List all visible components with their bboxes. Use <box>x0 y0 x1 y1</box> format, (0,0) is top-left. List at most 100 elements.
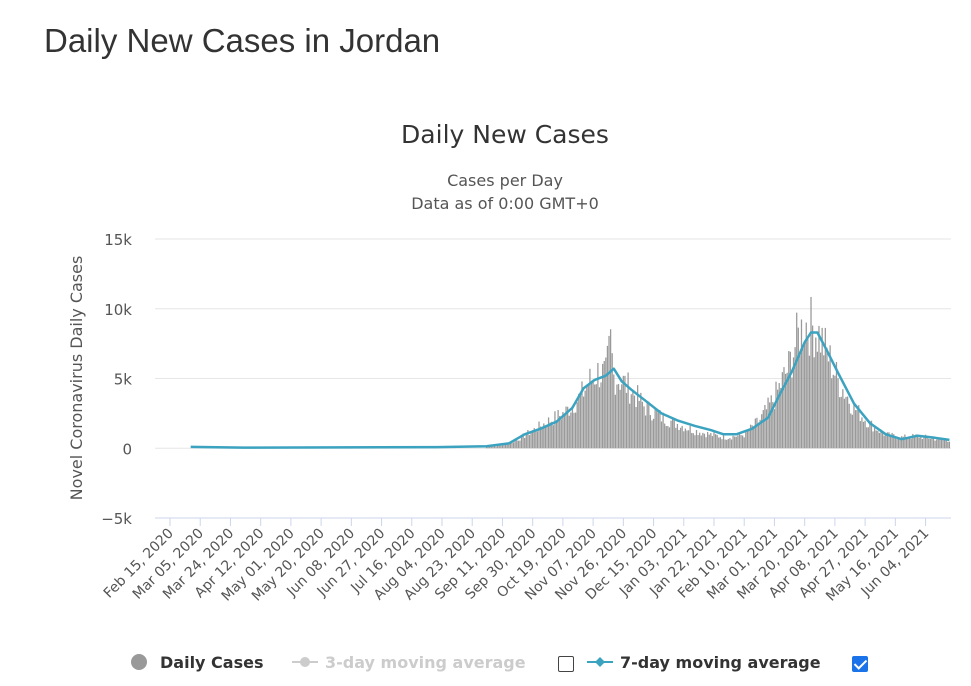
legend-7day-marker <box>587 657 613 667</box>
daily-case-bar <box>555 421 558 449</box>
daily-case-bar <box>613 374 615 449</box>
checkbox-3day[interactable] <box>558 656 574 672</box>
daily-case-bar <box>811 325 814 449</box>
daily-case-bar <box>757 422 760 449</box>
daily-case-bar <box>571 406 574 449</box>
daily-case-bar <box>497 445 499 449</box>
daily-case-bar <box>778 383 780 449</box>
daily-case-bar <box>649 415 652 449</box>
daily-case-bar <box>524 437 526 449</box>
daily-case-bar <box>948 441 951 449</box>
daily-case-bar <box>889 436 892 449</box>
daily-case-bar <box>689 425 691 449</box>
daily-case-bar <box>924 434 927 449</box>
daily-case-bar <box>520 434 523 449</box>
legend-3day[interactable]: 3-day moving average <box>292 648 526 676</box>
daily-case-bar <box>495 446 497 449</box>
daily-case-bar <box>904 434 906 449</box>
daily-case-bar <box>912 433 914 449</box>
daily-case-bar <box>823 355 825 449</box>
daily-case-bar <box>710 433 712 449</box>
daily-case-bar <box>799 353 801 449</box>
daily-case-bar <box>694 435 696 449</box>
daily-case-bar <box>832 374 834 449</box>
daily-case-bar <box>751 425 753 449</box>
daily-case-bar <box>840 396 842 449</box>
daily-case-bar <box>921 438 924 449</box>
daily-case-bar <box>673 417 675 449</box>
daily-case-bar <box>519 440 521 449</box>
legend-daily-cases[interactable]: Daily Cases <box>130 648 263 676</box>
daily-case-bar <box>552 425 554 449</box>
daily-case-bar <box>765 409 768 449</box>
daily-case-bar <box>934 440 936 449</box>
daily-case-bar <box>858 405 860 449</box>
daily-case-bar <box>719 437 721 449</box>
daily-case-bar <box>506 444 508 449</box>
daily-case-bar <box>643 406 645 449</box>
daily-case-bar <box>547 417 550 449</box>
daily-case-bar <box>883 435 885 449</box>
daily-case-bar <box>851 414 854 449</box>
daily-case-bar <box>514 440 516 449</box>
daily-case-bar <box>498 445 500 449</box>
daily-case-bar <box>586 386 588 449</box>
daily-case-bar <box>896 439 898 449</box>
daily-case-bar <box>897 438 900 449</box>
daily-case-bar <box>528 435 531 449</box>
daily-case-bar <box>648 401 650 449</box>
daily-case-bar <box>894 436 896 449</box>
legend-daily-cases-label: Daily Cases <box>160 652 264 672</box>
daily-case-bar <box>854 410 857 449</box>
daily-case-bar <box>551 421 553 449</box>
daily-case-bar <box>813 357 815 449</box>
daily-case-bar <box>512 442 515 449</box>
daily-case-bar <box>708 434 710 449</box>
daily-case-bar <box>522 433 524 449</box>
daily-case-bar <box>870 420 873 449</box>
daily-case-bar <box>797 327 799 449</box>
chart-subtitle-2: Data as of 0:00 GMT+0 <box>411 194 599 213</box>
daily-case-bar <box>594 384 596 449</box>
series-7day-moving-average <box>190 331 950 449</box>
legend-7day[interactable]: 7-day moving average <box>587 648 821 676</box>
daily-case-bar <box>931 437 933 449</box>
daily-case-bar <box>839 397 841 449</box>
daily-case-bar <box>579 392 582 449</box>
daily-case-bar <box>582 396 585 449</box>
daily-case-bar <box>721 439 723 449</box>
daily-case-bar <box>679 427 682 449</box>
daily-case-bar <box>939 438 941 449</box>
daily-case-bar <box>487 446 489 449</box>
daily-case-bar <box>683 431 685 449</box>
daily-case-bar <box>574 412 577 449</box>
daily-case-bar <box>565 406 567 449</box>
daily-case-bar <box>638 400 640 449</box>
checkbox-7day[interactable] <box>852 656 868 672</box>
daily-case-bar <box>866 427 868 449</box>
daily-case-bar <box>568 415 570 449</box>
daily-case-bar <box>517 440 519 449</box>
daily-case-bar <box>753 426 755 449</box>
daily-case-bar <box>485 446 488 449</box>
daily-case-bar <box>818 325 820 449</box>
page-heading: Daily New Cases in Jordan <box>44 22 441 59</box>
daily-case-bar <box>503 443 505 449</box>
daily-case-bar <box>831 378 833 449</box>
daily-case-bar <box>652 418 655 449</box>
daily-case-bar <box>781 372 784 449</box>
daily-case-bar <box>875 430 877 449</box>
daily-case-bar <box>544 425 547 449</box>
daily-case-bar <box>772 402 774 449</box>
daily-case-bar <box>597 362 599 449</box>
daily-case-bar <box>629 403 631 449</box>
daily-case-bar <box>657 412 659 449</box>
daily-case-bar <box>810 296 812 449</box>
daily-case-bar <box>614 394 617 449</box>
daily-case-bar <box>869 421 871 449</box>
daily-case-bar <box>936 439 938 449</box>
daily-case-bar <box>702 432 704 449</box>
daily-case-bar <box>687 430 690 449</box>
daily-case-bar <box>578 393 580 449</box>
daily-case-bar <box>700 435 702 449</box>
